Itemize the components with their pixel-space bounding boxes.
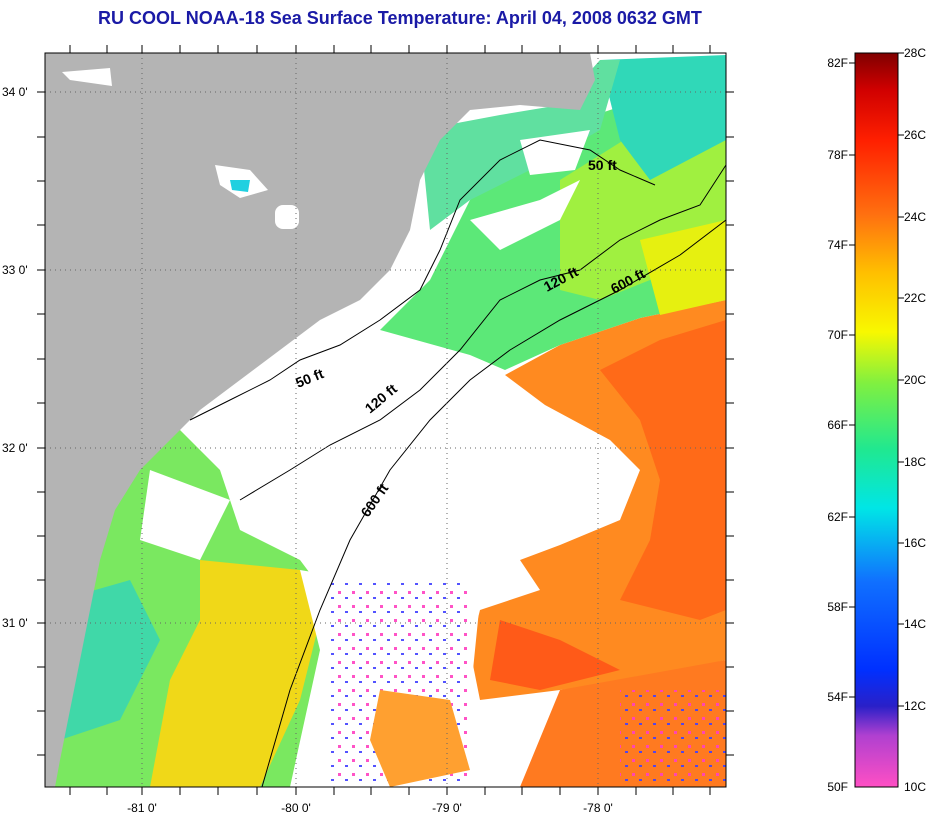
colorbar-gradient xyxy=(854,52,899,788)
colorbar-c-28: 28C xyxy=(904,46,926,60)
colorbar: 82F 78F 74F 70F 66F 62F 58F 54F 50F 28C … xyxy=(827,46,926,794)
lat-label-34: 34 0' xyxy=(2,85,28,99)
colorbar-f-82: 82F xyxy=(827,56,848,70)
colorbar-c-14: 14C xyxy=(904,617,926,631)
lon-label-78: -78 0' xyxy=(583,801,613,815)
colorbar-f-54: 54F xyxy=(827,690,848,704)
lon-label-81: -81 0' xyxy=(127,801,157,815)
colorbar-c-18: 18C xyxy=(904,455,926,469)
axis-ticks xyxy=(37,45,734,795)
isobath-120ft xyxy=(239,164,726,501)
map-frame xyxy=(44,52,727,788)
colorbar-c-22: 22C xyxy=(904,291,926,305)
lat-label-32: 32 0' xyxy=(2,441,28,455)
colorbar-c-24: 24C xyxy=(904,210,926,224)
colorbar-f-70: 70F xyxy=(827,328,848,342)
colorbar-c-10: 10C xyxy=(904,780,926,794)
colorbar-c-16: 16C xyxy=(904,536,926,550)
map-area: 50 ft 50 ft 120 ft 120 ft 600 ft 600 ft xyxy=(45,53,726,787)
lon-label-79: -79 0' xyxy=(432,801,462,815)
colorbar-f-66: 66F xyxy=(827,418,848,432)
colorbar-f-74: 74F xyxy=(827,238,848,252)
colorbar-c-12: 12C xyxy=(904,699,926,713)
colorbar-f-62: 62F xyxy=(827,510,848,524)
land-mass xyxy=(45,53,595,787)
colorbar-c-26: 26C xyxy=(904,128,926,142)
colorbar-f-78: 78F xyxy=(827,148,848,162)
graticule xyxy=(45,53,726,787)
contour-label-50ft-north: 50 ft xyxy=(588,157,617,173)
map-title: RU COOL NOAA-18 Sea Surface Temperature:… xyxy=(98,8,702,28)
colorbar-c-20: 20C xyxy=(904,373,926,387)
colorbar-f-50: 50F xyxy=(827,780,848,794)
lon-label-80: -80 0' xyxy=(281,801,311,815)
lat-label-31: 31 0' xyxy=(2,616,28,630)
lat-label-33: 33 0' xyxy=(2,263,28,277)
colorbar-f-58: 58F xyxy=(827,600,848,614)
